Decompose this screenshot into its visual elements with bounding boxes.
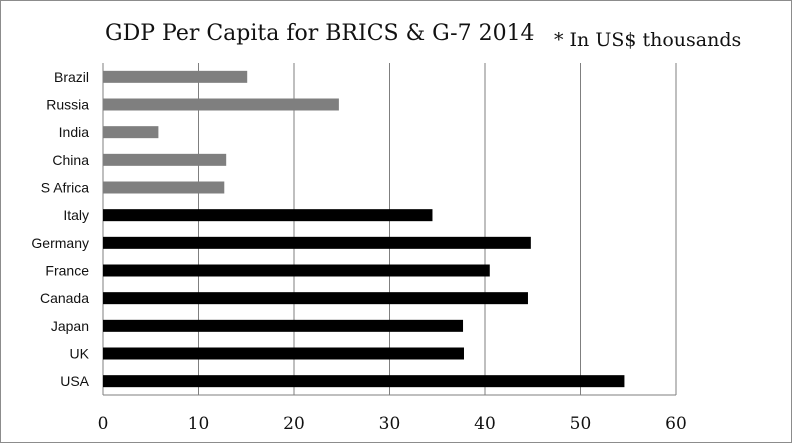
bar-china	[103, 153, 227, 166]
bar-india	[103, 126, 159, 139]
category-label-japan: Japan	[51, 318, 89, 334]
bar-brazil	[103, 70, 248, 83]
x-tick-label-20: 20	[283, 414, 305, 434]
bar-russia	[103, 98, 339, 111]
x-tick-label-50: 50	[570, 414, 592, 434]
bar-germany	[103, 236, 531, 249]
category-label-uk: UK	[70, 346, 90, 362]
category-label-italy: Italy	[63, 207, 89, 223]
category-label-india: India	[59, 124, 90, 140]
bar-italy	[103, 209, 433, 222]
category-label-germany: Germany	[31, 235, 89, 251]
category-label-brazil: Brazil	[54, 69, 89, 85]
category-label-russia: Russia	[46, 97, 89, 113]
x-tick-label-0: 0	[98, 414, 109, 434]
x-tick-label-40: 40	[474, 414, 496, 434]
category-label-usa: USA	[60, 373, 89, 389]
category-label-canada: Canada	[40, 290, 89, 306]
category-label-china: China	[52, 152, 89, 168]
units-note: * In US$ thousands	[554, 29, 742, 51]
chart-title: GDP Per Capita for BRICS & G-7 2014	[105, 21, 535, 46]
x-tick-label-10: 10	[188, 414, 210, 434]
bar-s-africa	[103, 181, 225, 194]
bar-canada	[103, 292, 528, 305]
bar-france	[103, 264, 490, 277]
x-tick-label-30: 30	[379, 414, 401, 434]
bar-uk	[103, 347, 464, 360]
category-label-france: France	[45, 263, 89, 279]
bar-usa	[103, 375, 625, 388]
category-label-s-africa: S Africa	[41, 180, 89, 196]
x-tick-label-60: 60	[665, 414, 687, 434]
bar-japan	[103, 319, 464, 332]
